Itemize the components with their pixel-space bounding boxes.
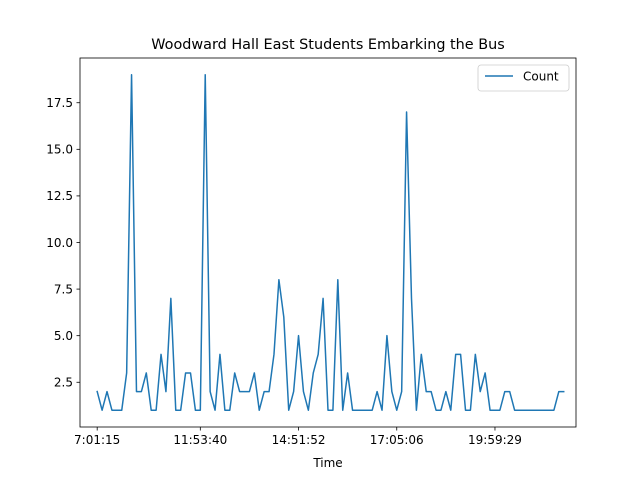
chart-title: Woodward Hall East Students Embarking th… — [151, 37, 504, 53]
y-tick-label: 17.5 — [46, 96, 73, 110]
legend: Count — [477, 64, 570, 92]
plot-frame — [79, 57, 577, 428]
y-tick-label: 7.5 — [54, 282, 73, 296]
x-tick-label: 17:05:06 — [370, 433, 424, 447]
x-tick-label: 19:59:29 — [468, 433, 522, 447]
x-tick-label: 7:01:15 — [74, 433, 120, 447]
legend-box — [477, 64, 570, 92]
x-tick-label: 11:53:40 — [173, 433, 227, 447]
y-tick-label: 2.5 — [54, 376, 73, 390]
series-layer — [96, 74, 565, 411]
legend-label: Count — [523, 70, 559, 84]
series-line-count — [96, 74, 565, 411]
y-axis: 2.5 5.0 7.5 10.0 12.5 15.0 17.5 — [46, 96, 80, 390]
y-tick-label: 5.0 — [54, 329, 73, 343]
x-tick-label: 14:51:52 — [272, 433, 326, 447]
y-tick-label: 12.5 — [46, 189, 73, 203]
x-axis-label: Time — [312, 456, 342, 470]
y-tick-label: 15.0 — [46, 143, 73, 157]
y-tick-label: 10.0 — [46, 236, 73, 250]
x-axis: 7:01:15 11:53:40 14:51:52 17:05:06 19:59:29 — [74, 427, 522, 447]
